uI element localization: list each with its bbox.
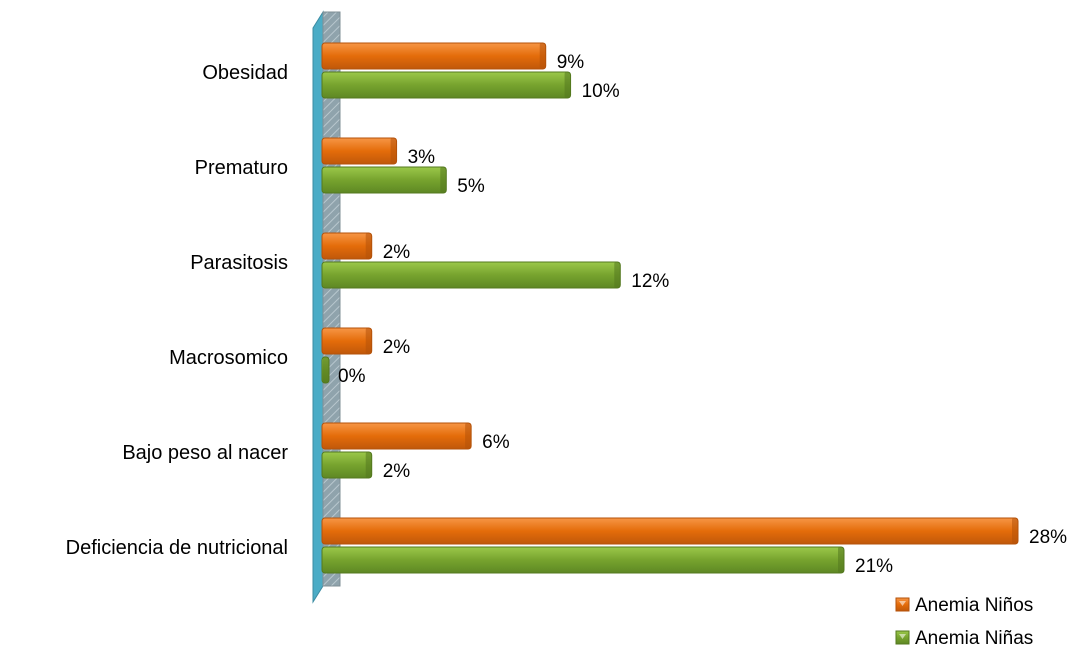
category-label: Deficiencia de nutricional [66, 537, 288, 559]
legend-label: Anemia Niños [915, 595, 1033, 616]
bar [322, 233, 372, 259]
data-label: 28% [1029, 527, 1067, 548]
legend: Anemia Niños Anemia Niñas [896, 595, 1033, 649]
category-label: Prematuro [195, 157, 288, 179]
category-labels: Obesidad Prematuro Parasitosis Macrosomico B… [66, 62, 289, 559]
category-label: Obesidad [202, 62, 288, 84]
bar [322, 138, 397, 164]
bar [322, 357, 329, 383]
bar [322, 72, 571, 98]
bar [322, 328, 372, 354]
bar [322, 518, 1018, 544]
data-label: 5% [457, 176, 485, 197]
category-label: Parasitosis [190, 252, 288, 274]
data-label: 3% [408, 147, 436, 168]
legend-label: Anemia Niñas [915, 628, 1033, 649]
data-label: 6% [482, 432, 510, 453]
axis-wall [313, 12, 340, 602]
data-label: 2% [383, 242, 411, 263]
category-label: Bajo peso al nacer [122, 442, 288, 464]
bars [322, 43, 1018, 573]
data-label: 0% [338, 366, 366, 387]
data-label: 2% [383, 337, 411, 358]
data-label: 10% [582, 81, 620, 102]
bar [322, 167, 446, 193]
category-label: Macrosomico [169, 347, 288, 369]
bar [322, 262, 620, 288]
bar [322, 43, 546, 69]
bar [322, 452, 372, 478]
legend-item: Anemia Niñas [896, 628, 1033, 649]
data-label: 9% [557, 52, 585, 73]
legend-item: Anemia Niños [896, 595, 1033, 616]
bar [322, 547, 844, 573]
data-label: 12% [631, 271, 669, 292]
bar [322, 423, 471, 449]
data-labels: 9% 10% 3% 5% 2% 12% 2% 0% 6% 2% 28% 21% [338, 52, 1067, 577]
data-label: 2% [383, 461, 411, 482]
data-label: 21% [855, 556, 893, 577]
